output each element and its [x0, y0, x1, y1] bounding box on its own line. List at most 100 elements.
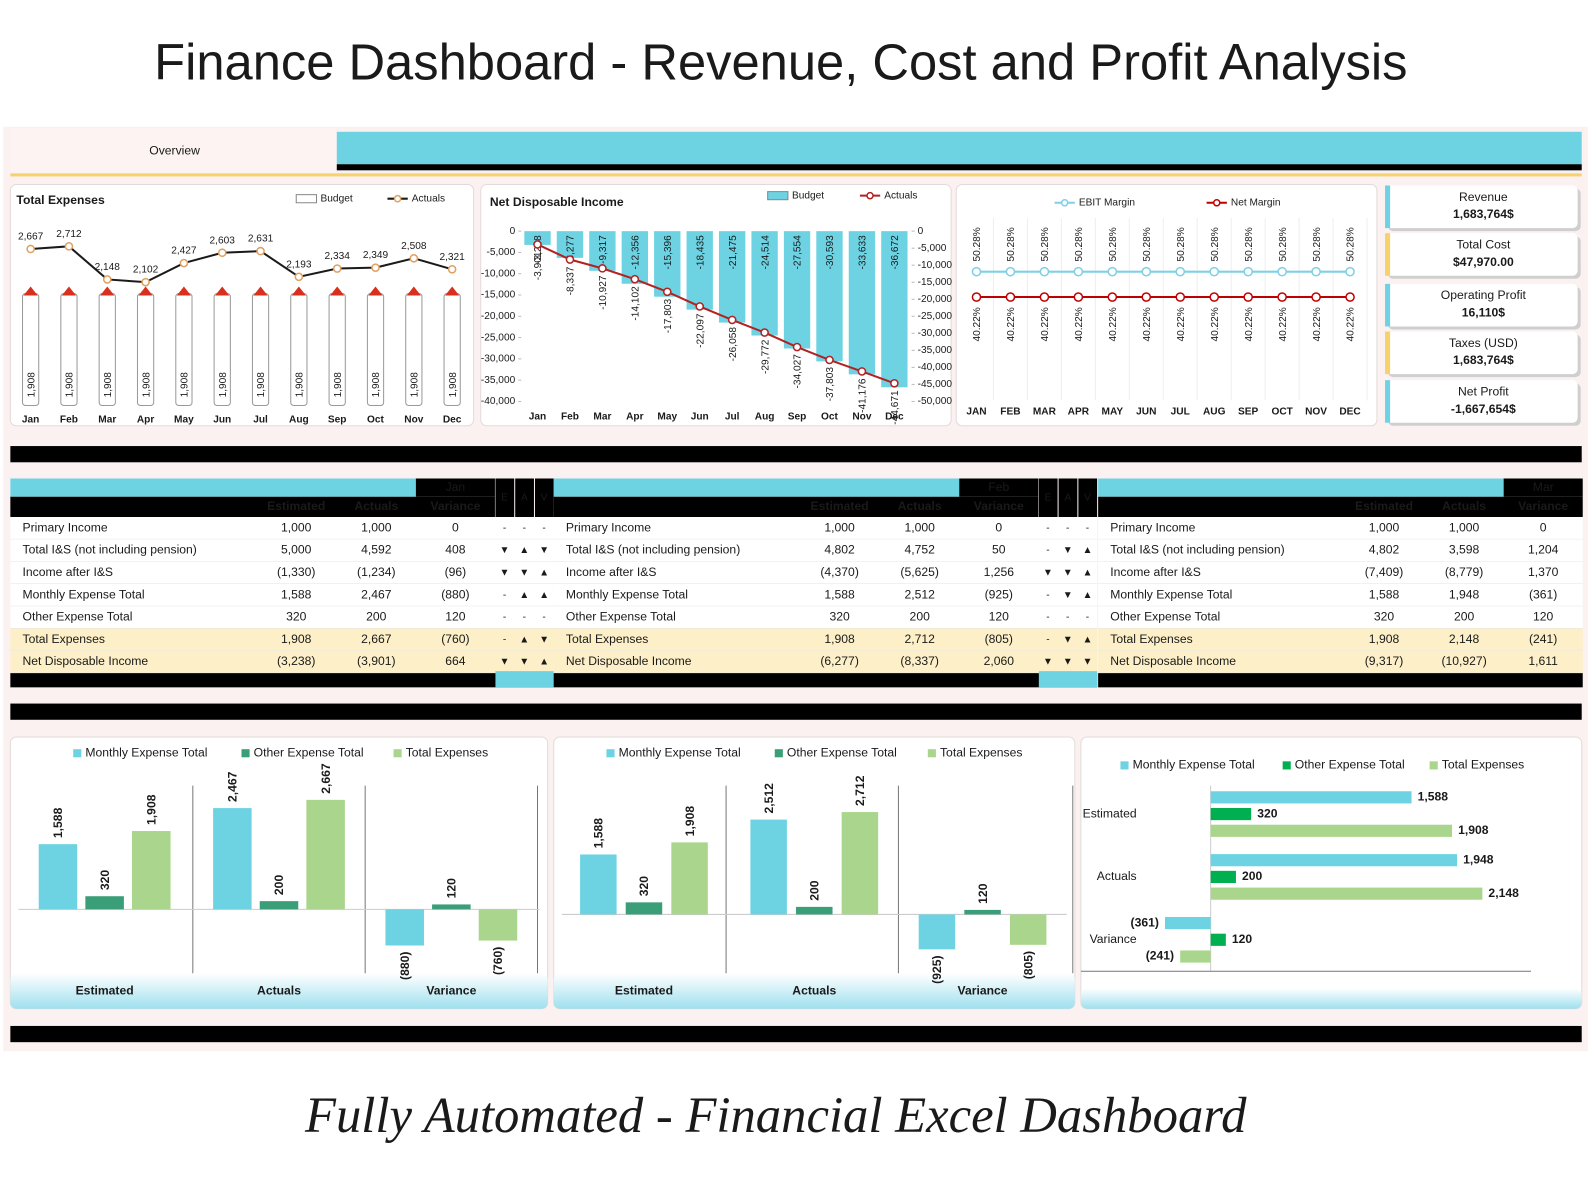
row-label: Other Expense Total — [566, 610, 676, 624]
flag: - — [1046, 523, 1049, 534]
y-tick-label: -45,000 — [918, 379, 953, 390]
point-label: 50.28% — [1040, 227, 1051, 261]
cell: 1,611 — [1528, 654, 1558, 668]
flag: - — [1066, 523, 1069, 534]
cell: (8,337) — [900, 654, 939, 668]
point-label: -3,901 — [533, 251, 544, 280]
line-marker — [332, 264, 342, 273]
bar-cap — [138, 286, 153, 296]
flag: ▼ — [519, 657, 529, 668]
cell: (96) — [445, 565, 467, 579]
kpi-value: 1,683,764$ — [1453, 353, 1514, 367]
bar-label: 1,908 — [103, 372, 114, 398]
bar-label: 2,148 — [1488, 886, 1519, 900]
row-label: Net Disposable Income — [1110, 654, 1236, 668]
flag: - — [1066, 612, 1069, 623]
row-label: Total I&S (not including pension) — [23, 543, 197, 557]
table-row — [10, 561, 554, 584]
kpi-accent — [1385, 233, 1391, 276]
flag: - — [1046, 545, 1049, 556]
cell: 1,588 — [824, 587, 855, 601]
flag: ▲ — [519, 590, 529, 601]
y-tick-label: 0 — [510, 226, 516, 237]
x-tick-label: Variance — [426, 984, 476, 998]
table-row — [10, 650, 554, 674]
legend-label: Actuals — [884, 190, 917, 201]
tab[interactable]: Overview — [149, 143, 200, 157]
column-header: Actuals — [898, 499, 942, 513]
x-tick-label: APR — [1068, 406, 1090, 417]
table-header-row — [10, 496, 495, 518]
cell: 3,598 — [1449, 543, 1480, 557]
point-label: 50.28% — [1312, 227, 1323, 261]
point-label: -14,102 — [631, 286, 642, 321]
flag: ▼ — [500, 657, 510, 668]
column-header: Estimated — [267, 499, 325, 513]
kpi-value: 16,110$ — [1462, 305, 1506, 319]
x-tick-label: Dec — [885, 411, 904, 422]
table-header-band — [553, 478, 960, 497]
flag-header: A — [521, 492, 528, 503]
month-header: Jan — [446, 480, 466, 494]
cell: 408 — [445, 543, 466, 557]
legend-swatch — [241, 749, 250, 758]
flag: - — [503, 612, 506, 623]
flag: - — [503, 590, 506, 601]
flag-header: V — [1084, 492, 1091, 503]
point-label: 50.28% — [1346, 227, 1357, 261]
flag: - — [1046, 590, 1049, 601]
bar-label: 1,588 — [1418, 790, 1449, 804]
point-label: 2,193 — [286, 259, 312, 270]
legend-label: EBIT Margin — [1079, 197, 1135, 208]
table-row — [1098, 517, 1583, 540]
x-tick-label: Dec — [443, 414, 462, 425]
bar-label: (241) — [1146, 949, 1174, 963]
table-row — [1098, 650, 1583, 674]
bar-label: 1,908 — [295, 372, 306, 398]
point-label: -44,671 — [890, 390, 901, 425]
table-header-row — [553, 496, 1039, 518]
line-marker — [217, 248, 227, 258]
x-tick-label: Jul — [725, 411, 740, 422]
table-row — [10, 517, 554, 540]
y-tick-label: -40,000 — [918, 362, 953, 373]
legend-label: Budget — [792, 190, 824, 201]
y-tick-label: -10,000 — [481, 268, 516, 279]
bar — [848, 231, 876, 375]
bar — [841, 812, 879, 915]
point-label: 2,631 — [248, 234, 274, 245]
line-marker — [727, 315, 737, 325]
line-marker — [792, 342, 802, 352]
table-row — [1098, 606, 1583, 629]
line-marker — [1141, 266, 1152, 277]
x-tick-label: Actuals — [792, 984, 836, 998]
y-tick-label: -35,000 — [481, 375, 516, 386]
column-header: Actuals — [1442, 499, 1486, 513]
flag: - — [1046, 634, 1049, 645]
column-header: Estimated — [1355, 499, 1413, 513]
point-label: -10,927 — [598, 275, 609, 310]
line-marker — [598, 264, 607, 273]
tab-panel — [10, 128, 337, 175]
y-tick-label: -35,000 — [918, 345, 953, 356]
table-header-cell — [1503, 478, 1583, 497]
x-tick-label: Aug — [755, 411, 775, 422]
x-tick-label: May — [174, 414, 194, 425]
cell: 120 — [1533, 610, 1554, 624]
bar-label: 2,667 — [319, 763, 333, 794]
flag-header-cell — [534, 478, 554, 518]
bar-label: 1,908 — [256, 372, 267, 398]
cell: (925) — [985, 587, 1013, 601]
flag-footer — [495, 671, 554, 688]
cell: 1,588 — [281, 587, 312, 601]
chart-panel — [1080, 736, 1583, 1010]
bar-label: 1,908 — [1458, 823, 1489, 837]
axis-band — [1080, 988, 1582, 1009]
x-tick-label: NOV — [1305, 406, 1327, 417]
bar — [751, 231, 778, 336]
x-tick-label: JAN — [966, 406, 986, 417]
y-category-label: Actuals — [1097, 869, 1137, 883]
flag: - — [503, 523, 506, 534]
line-marker — [179, 258, 189, 268]
